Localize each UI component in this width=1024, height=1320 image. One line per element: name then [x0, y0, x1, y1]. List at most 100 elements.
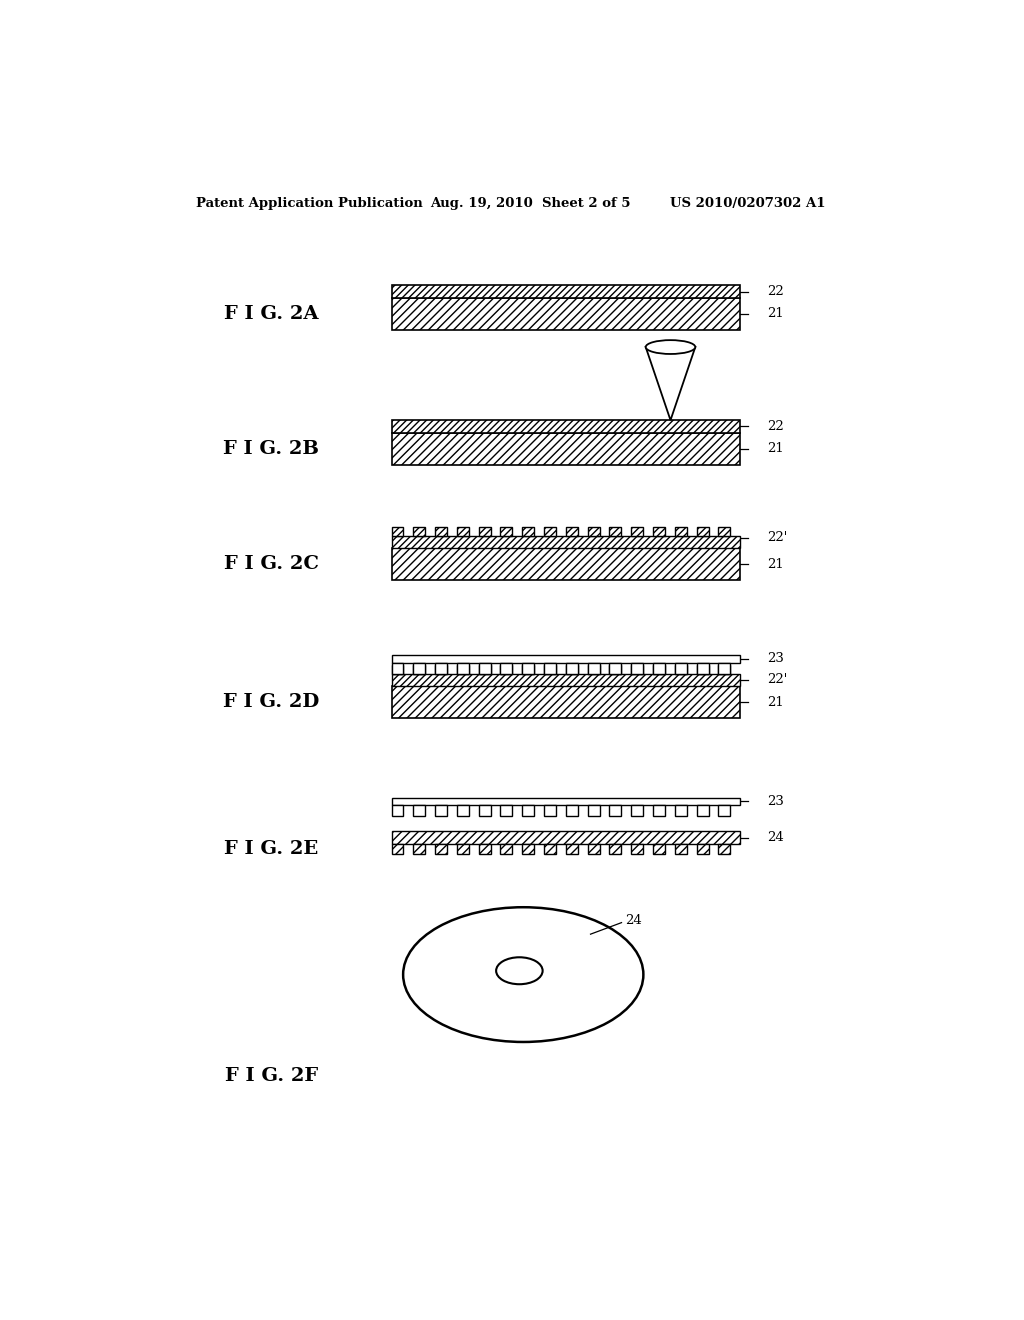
Text: Aug. 19, 2010  Sheet 2 of 5: Aug. 19, 2010 Sheet 2 of 5 — [430, 197, 631, 210]
Text: 22: 22 — [767, 285, 784, 298]
Bar — [522, 527, 535, 536]
Bar — [609, 665, 622, 673]
Bar — [588, 527, 600, 536]
Bar — [478, 527, 490, 536]
Bar — [391, 797, 740, 805]
Bar — [522, 663, 535, 673]
Bar — [696, 805, 709, 816]
Bar — [653, 527, 665, 536]
Bar — [457, 527, 469, 536]
Text: 24: 24 — [767, 832, 784, 843]
Bar — [719, 527, 730, 536]
Bar — [566, 665, 578, 673]
Bar — [457, 663, 469, 673]
Bar — [566, 843, 578, 854]
Bar — [631, 665, 643, 673]
Bar — [653, 805, 665, 816]
Bar — [522, 665, 535, 673]
Ellipse shape — [646, 341, 695, 354]
Bar — [653, 665, 665, 673]
Bar — [478, 805, 490, 816]
Bar — [391, 663, 403, 673]
Bar — [478, 843, 490, 854]
Bar — [544, 843, 556, 854]
Text: 21: 21 — [767, 308, 784, 321]
Bar — [391, 536, 740, 548]
Bar — [391, 527, 403, 536]
Bar — [719, 843, 730, 854]
Bar — [696, 663, 709, 673]
Bar — [522, 843, 535, 854]
Bar — [501, 843, 512, 854]
Bar — [435, 805, 447, 816]
Bar — [391, 686, 740, 718]
Bar — [675, 843, 687, 854]
Text: F I G. 2E: F I G. 2E — [224, 840, 318, 858]
Text: F I G. 2C: F I G. 2C — [224, 556, 318, 573]
Bar — [588, 843, 600, 854]
Bar — [478, 665, 490, 673]
Bar — [696, 843, 709, 854]
Bar — [501, 663, 512, 673]
Bar — [414, 527, 425, 536]
Bar — [501, 805, 512, 816]
Text: 22': 22' — [767, 673, 787, 686]
Bar — [391, 420, 740, 433]
Bar — [457, 665, 469, 673]
Bar — [391, 285, 740, 298]
Bar — [696, 665, 709, 673]
Bar — [391, 655, 740, 663]
Bar — [631, 527, 643, 536]
Bar — [435, 663, 447, 673]
Bar — [588, 665, 600, 673]
Bar — [609, 843, 622, 854]
Bar — [544, 527, 556, 536]
Bar — [675, 527, 687, 536]
Bar — [631, 663, 643, 673]
Bar — [544, 805, 556, 816]
Text: 24: 24 — [626, 913, 642, 927]
Bar — [435, 843, 447, 854]
Bar — [719, 663, 730, 673]
Bar — [457, 843, 469, 854]
Bar — [414, 665, 425, 673]
Bar — [609, 527, 622, 536]
Bar — [566, 805, 578, 816]
Bar — [522, 805, 535, 816]
Bar — [696, 527, 709, 536]
Bar — [391, 832, 740, 843]
Text: F I G. 2B: F I G. 2B — [223, 440, 319, 458]
Bar — [391, 665, 403, 673]
Text: 21: 21 — [767, 442, 784, 455]
Bar — [457, 805, 469, 816]
Bar — [653, 663, 665, 673]
Bar — [631, 805, 643, 816]
Ellipse shape — [403, 907, 643, 1041]
Bar — [588, 805, 600, 816]
Bar — [675, 663, 687, 673]
Text: 23: 23 — [767, 795, 784, 808]
Bar — [609, 805, 622, 816]
Bar — [435, 527, 447, 536]
Bar — [544, 665, 556, 673]
Ellipse shape — [496, 957, 543, 985]
Bar — [391, 843, 403, 854]
Bar — [501, 665, 512, 673]
Bar — [435, 665, 447, 673]
Bar — [675, 805, 687, 816]
Text: F I G. 2D: F I G. 2D — [223, 693, 319, 711]
Bar — [414, 805, 425, 816]
Bar — [653, 843, 665, 854]
Bar — [588, 663, 600, 673]
Text: 22': 22' — [767, 531, 787, 544]
Bar — [478, 663, 490, 673]
Text: Patent Application Publication: Patent Application Publication — [197, 197, 423, 210]
Bar — [501, 527, 512, 536]
Text: F I G. 2A: F I G. 2A — [224, 305, 318, 323]
Bar — [414, 843, 425, 854]
Bar — [631, 843, 643, 854]
Bar — [566, 663, 578, 673]
Text: 23: 23 — [767, 652, 784, 665]
Bar — [391, 673, 740, 686]
Text: US 2010/0207302 A1: US 2010/0207302 A1 — [671, 197, 826, 210]
